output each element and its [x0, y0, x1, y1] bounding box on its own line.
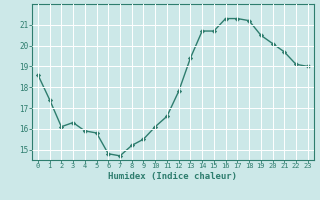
X-axis label: Humidex (Indice chaleur): Humidex (Indice chaleur): [108, 172, 237, 181]
